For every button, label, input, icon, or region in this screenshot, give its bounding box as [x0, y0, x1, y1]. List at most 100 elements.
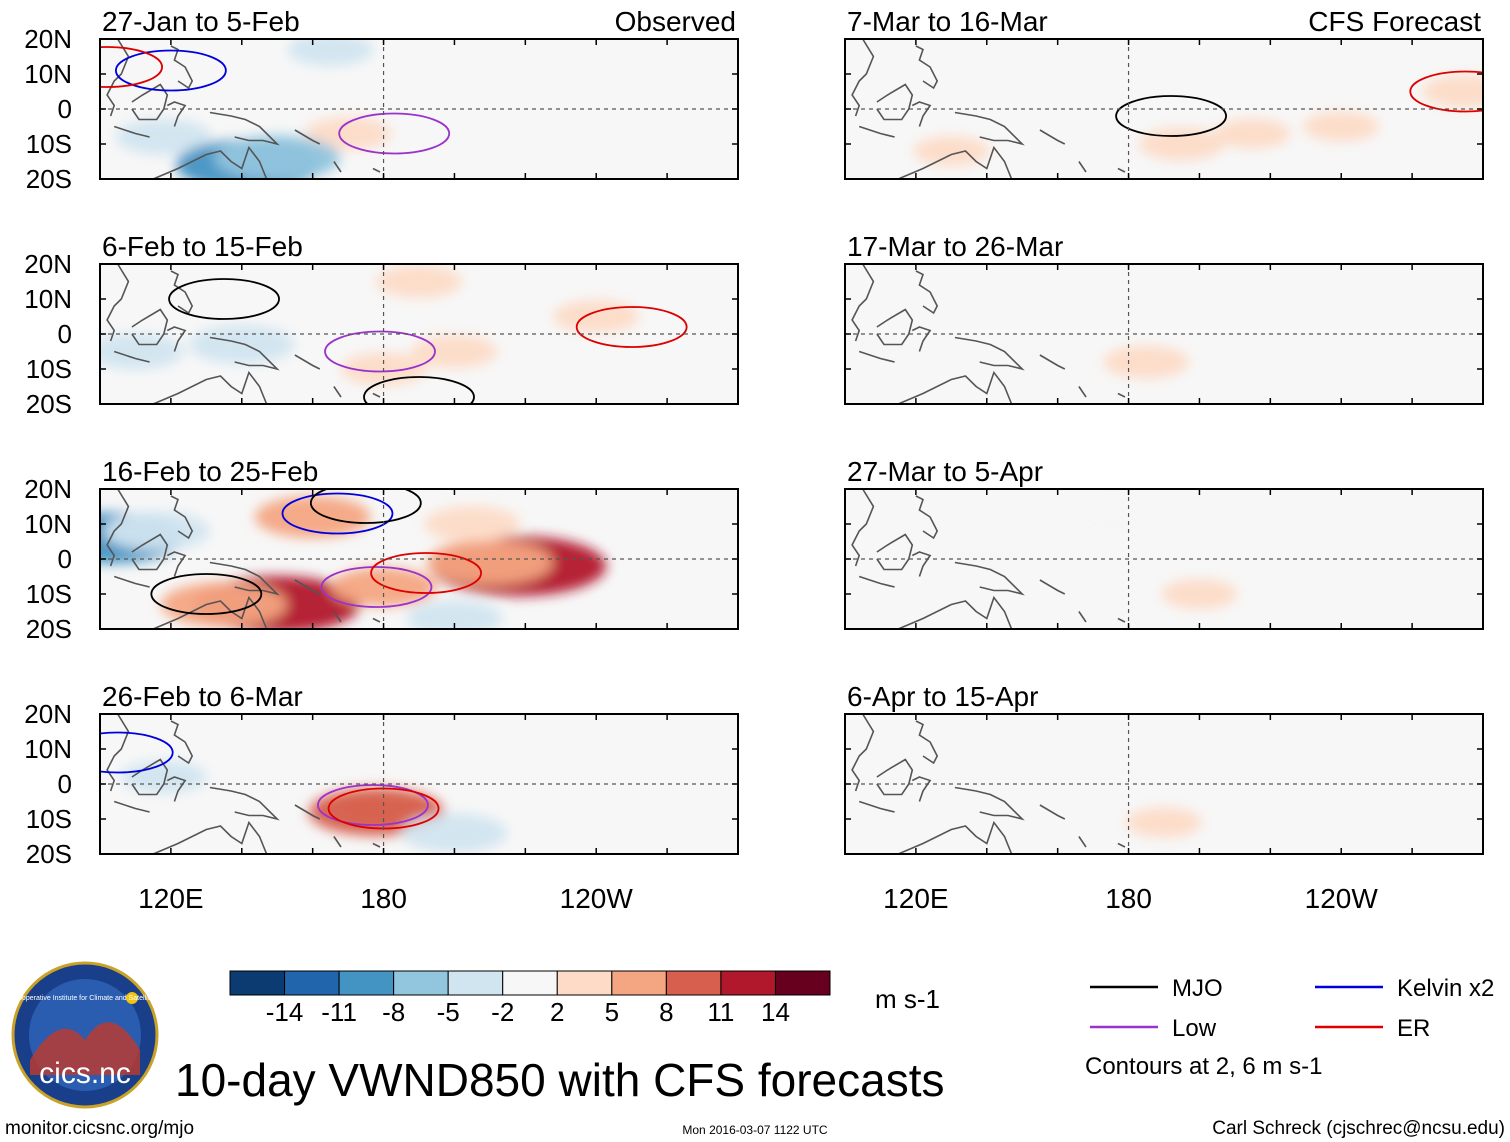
coastline: [170, 270, 194, 315]
anomaly-blob: [274, 734, 351, 764]
lat-tick-label: 10N: [24, 284, 72, 314]
low-contour: [324, 330, 436, 373]
anomaly-blob: [376, 265, 462, 298]
coastline: [954, 561, 1025, 596]
coastline: [372, 167, 381, 173]
coastline: [294, 579, 321, 595]
colorbar: -14 -11 -8 -5 -2 2 5 8 11 14: [229, 970, 831, 1027]
lat-tick-label: 20S: [26, 839, 72, 869]
coastline: [1117, 617, 1126, 623]
low-contour: [317, 784, 429, 826]
coastline: [1078, 386, 1087, 398]
panel-fc4: 6-Apr to 15-Apr: [844, 681, 1484, 855]
coastline: [294, 354, 321, 370]
land-layer: [100, 489, 381, 629]
coastline: [131, 533, 169, 571]
anomaly-blob: [426, 540, 553, 585]
lon-tick-label: 120W: [1305, 883, 1379, 914]
colorbar-tick-label: 11: [707, 997, 734, 1027]
coastline: [915, 270, 939, 315]
panel-period: 16-Feb to 25-Feb: [102, 456, 318, 487]
coastline: [897, 145, 1013, 179]
lat-tick-label: 20S: [26, 164, 72, 194]
lat-tick-label: 0: [58, 319, 72, 349]
coastline: [1078, 161, 1087, 173]
coastline: [166, 776, 187, 802]
timestamp: Mon 2016-03-07 1122 UTC: [682, 1123, 828, 1137]
coastline: [1039, 354, 1066, 370]
coastline: [897, 820, 1013, 854]
coastline: [131, 308, 169, 346]
coastline: [954, 111, 1025, 146]
anomaly-blob: [984, 329, 1061, 360]
anomaly-blob: [913, 136, 990, 166]
coastline: [858, 350, 895, 363]
mjo-legend-label: MJO: [1172, 975, 1223, 1002]
coastline: [915, 45, 939, 90]
coastline: [911, 776, 932, 802]
colorbar-swatch: [665, 970, 722, 996]
lon-tick-label: 120W: [560, 883, 634, 914]
anomaly-blob: [1072, 509, 1149, 539]
mjo-contour: [363, 376, 475, 404]
coastline: [294, 129, 321, 145]
contour-note: Contours at 2, 6 m s-1: [1085, 1053, 1322, 1080]
panel-fc2: 17-Mar to 26-Mar: [844, 231, 1484, 405]
coastline: [113, 575, 150, 588]
colorbar-units: m s-1: [875, 984, 940, 1014]
coastline: [911, 326, 932, 352]
legend: MJO Kelvin x2 Low ER: [1090, 975, 1494, 1042]
anomaly-blob: [1108, 758, 1185, 789]
anomaly-blob: [553, 300, 640, 333]
panel-background: [845, 264, 1483, 404]
coastline: [1117, 392, 1126, 398]
colorbar-tick-label: -8: [382, 997, 405, 1027]
coastline: [911, 551, 932, 577]
lon-tick-label: 120E: [138, 883, 203, 914]
colorbar-tick-label: 14: [761, 997, 790, 1027]
er-contour: [1409, 70, 1483, 113]
coastline: [209, 786, 280, 821]
coastline: [876, 533, 914, 571]
anomaly-field: [845, 291, 1190, 379]
colorbar-swatch: [338, 970, 395, 996]
coastline: [113, 800, 150, 813]
anomaly-field: [120, 734, 508, 853]
er-contour: [100, 46, 163, 88]
logo-mountain: [30, 1022, 140, 1075]
logo-ring-text: Cooperative Institute for Climate and Sa…: [13, 995, 157, 1002]
coastline: [152, 370, 268, 404]
coastline: [876, 83, 914, 121]
colorbar-swatch: [393, 970, 449, 996]
coastline: [897, 370, 1013, 404]
coastline: [1039, 129, 1066, 145]
logo-text: cics.nc: [39, 1057, 131, 1090]
anomaly-blob: [115, 119, 212, 155]
coastline: [170, 720, 194, 765]
panel-period: 6-Apr to 15-Apr: [847, 681, 1038, 712]
panel-fc1: 7-Mar to 16-Mar CFS Forecast: [844, 6, 1484, 180]
low-contour: [338, 112, 451, 155]
anomaly-blob: [120, 760, 207, 794]
wave-contours: [100, 46, 451, 155]
source-url: monitor.cicsnc.org/mjo: [5, 1118, 194, 1139]
anomaly-blob: [103, 511, 210, 551]
panel-tag: Observed: [615, 6, 736, 37]
coastline: [166, 326, 187, 352]
coastline: [911, 101, 932, 127]
anomaly-blob: [424, 506, 521, 542]
land-layer: [845, 489, 1126, 629]
anomaly-blob: [1126, 807, 1202, 838]
panel-period: 7-Mar to 16-Mar: [847, 6, 1048, 37]
coastline: [152, 820, 268, 854]
wave-contours: [168, 278, 688, 404]
lat-tick-label: 10N: [24, 509, 72, 539]
panel-obs3: 20N 10N 0 10S 20S 16-Feb to 25-Feb: [24, 456, 739, 644]
colorbar-tick-label: -11: [321, 997, 357, 1027]
lon-tick-label: 180: [1105, 883, 1152, 914]
coastline: [170, 495, 194, 540]
kelvin-legend-label: Kelvin x2: [1397, 975, 1494, 1002]
lat-tick-label: 10S: [26, 129, 72, 159]
er-legend-label: ER: [1397, 1015, 1430, 1042]
